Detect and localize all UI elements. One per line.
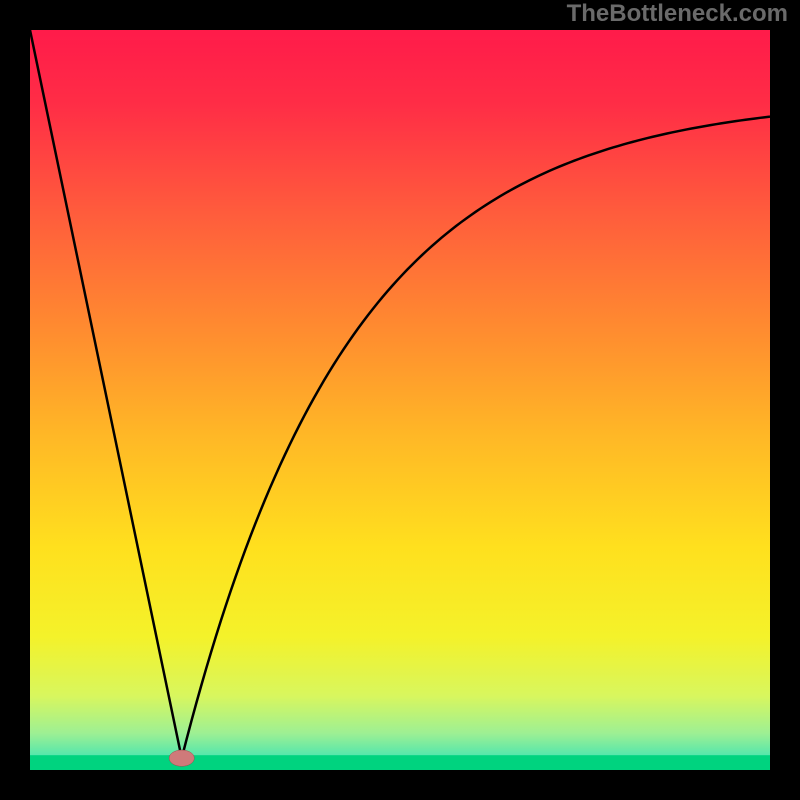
bottom-green-band	[30, 755, 770, 770]
plot-area	[30, 30, 770, 770]
gradient-background	[30, 30, 770, 770]
chart-svg	[30, 30, 770, 770]
watermark-text: TheBottleneck.com	[567, 0, 788, 28]
optimum-marker	[169, 750, 194, 766]
